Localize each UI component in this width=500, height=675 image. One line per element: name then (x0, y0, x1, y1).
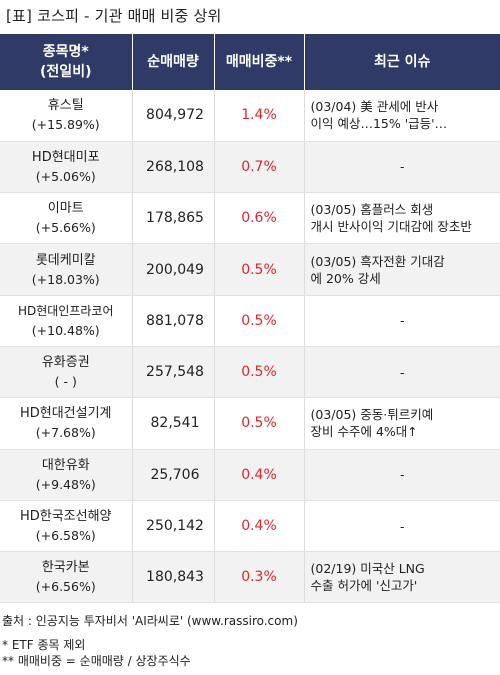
stock-cell: 유화증권 ( - ) (0, 346, 133, 399)
trade-ratio: 0.5% (214, 346, 305, 399)
issue-cell: (03/04) 美 관세에 반사 이익 예상…15% '급등'… (304, 90, 500, 142)
net-volume: 180,843 (132, 551, 215, 604)
net-volume: 268,108 (132, 141, 215, 194)
stock-name: 대한유화 (41, 457, 90, 473)
table-row: HD한국조선해양 (+6.58%) 250,142 0.4% - (0, 500, 500, 553)
issue-line-1: (03/05) 홈플러스 회생 (310, 202, 434, 218)
stock-name: HD현대인프라코어 (17, 303, 114, 318)
stock-change: (+5.66%) (35, 220, 96, 236)
issue-line-2: 이익 예상…15% '급등'… (310, 116, 448, 132)
trade-ratio: 0.5% (214, 397, 305, 450)
footnote-etf: * ETF 종목 제외 (2, 638, 86, 652)
stock-change: (+6.56%) (35, 579, 96, 595)
issue-line-1: (03/05) 흑자전환 기대감 (310, 253, 445, 269)
issue-line-2: 수출 허가에 '신고가' (310, 578, 418, 594)
stock-cell: HD한국조선해양 (+6.58%) (0, 500, 133, 553)
issue-empty: - (399, 364, 405, 380)
table-row: HD현대인프라코어 (+10.48%) 881,078 0.5% - (0, 295, 500, 347)
stock-change: ( - ) (54, 374, 77, 390)
header-name: 종목명* (전일비) (0, 34, 133, 90)
issue-cell: (03/05) 흑자전환 기대감 에 20% 강세 (304, 243, 500, 296)
source-note: 출처 : 인공지능 투자비서 'AI라씨로' (www.rassiro.com) (2, 614, 298, 628)
issue-line-2: 장비 수주에 4%대↑ (310, 424, 418, 440)
stock-name: 이마트 (47, 201, 84, 217)
net-volume: 881,078 (132, 295, 215, 347)
issue-line-2: 개시 반사이익 기대감에 장초반 (310, 219, 472, 235)
stock-name: 휴스틸 (47, 98, 84, 114)
trade-ratio: 0.3% (214, 551, 305, 604)
issue-cell: (03/05) 중동·튀르키예 장비 수주에 4%대↑ (304, 397, 500, 450)
trade-ratio: 0.4% (214, 449, 305, 501)
footnote-ratio: ** 매매비중 = 순매매량 / 상장주식수 (2, 654, 191, 668)
net-volume: 804,972 (132, 90, 215, 142)
table-header: 종목명* (전일비) 순매매량 매매비중** 최근 이슈 (0, 34, 500, 90)
header-volume: 순매매량 (132, 34, 215, 90)
issue-cell: - (304, 449, 500, 501)
issue-empty: - (399, 159, 405, 175)
table-row: 롯데케미칼 (+18.03%) 200,049 0.5% (03/05) 흑자전환 기대… (0, 243, 500, 296)
trading-ratio-table: 종목명* (전일비) 순매매량 매매비중** 최근 이슈 휴스틸 (+15.89%… (0, 34, 500, 604)
trade-ratio: 0.5% (214, 295, 305, 347)
trade-ratio: 0.5% (214, 243, 305, 296)
issue-cell: - (304, 141, 500, 194)
issue-line-1: (03/04) 美 관세에 반사 (310, 99, 439, 115)
table-row: HD현대건설기계 (+7.68%) 82,541 0.5% (03/05) 중동·튀르키… (0, 397, 500, 450)
header-name-line1: 종목명* (42, 44, 89, 60)
stock-change: (+7.68%) (35, 425, 96, 441)
issue-empty: - (399, 518, 405, 534)
stock-cell: HD현대인프라코어 (+10.48%) (0, 295, 133, 347)
stock-change: (+9.48%) (35, 476, 96, 492)
trade-ratio: 1.4% (214, 90, 305, 142)
stock-cell: HD현대미포 (+5.06%) (0, 141, 133, 194)
issue-empty: - (399, 313, 405, 329)
stock-change: (+10.48%) (31, 322, 100, 338)
stock-cell: 대한유화 (+9.48%) (0, 449, 133, 501)
net-volume: 25,706 (132, 449, 215, 501)
stock-name: HD현대건설기계 (19, 406, 112, 422)
stock-cell: 롯데케미칼 (+18.03%) (0, 243, 133, 296)
trade-ratio: 0.6% (214, 192, 305, 245)
issue-line-1: (02/19) 미국산 LNG (310, 561, 425, 577)
issue-cell: - (304, 346, 500, 399)
stock-change: (+6.58%) (35, 528, 96, 544)
issue-line-1: (03/05) 중동·튀르키예 (310, 407, 434, 423)
stock-change: (+5.06%) (35, 168, 96, 184)
stock-name: 유화증권 (41, 355, 90, 371)
net-volume: 82,541 (132, 397, 215, 450)
issue-line-2: 에 20% 강세 (310, 270, 381, 286)
stock-cell: HD현대건설기계 (+7.68%) (0, 397, 133, 450)
table-row: 대한유화 (+9.48%) 25,706 0.4% - (0, 449, 500, 501)
table-row: 휴스틸 (+15.89%) 804,972 1.4% (03/04) 美 관세에 반사 이… (0, 90, 500, 142)
header-issue: 최근 이슈 (304, 34, 500, 90)
net-volume: 200,049 (132, 243, 215, 296)
net-volume: 257,548 (132, 346, 215, 399)
stock-cell: 이마트 (+5.66%) (0, 192, 133, 245)
page-title: [표] 코스피 - 기관 매매 비중 상위 (6, 7, 222, 25)
table-row: HD현대미포 (+5.06%) 268,108 0.7% - (0, 141, 500, 194)
header-name-line2: (전일비) (40, 64, 92, 80)
net-volume: 250,142 (132, 500, 215, 553)
stock-name: HD한국조선해양 (19, 509, 112, 525)
issue-cell: - (304, 295, 500, 347)
issue-cell: (03/05) 홈플러스 회생 개시 반사이익 기대감에 장초반 (304, 192, 500, 245)
stock-change: (+15.89%) (31, 117, 100, 133)
issue-cell: (02/19) 미국산 LNG 수출 허가에 '신고가' (304, 551, 500, 604)
table-body: 휴스틸 (+15.89%) 804,972 1.4% (03/04) 美 관세에 반사 이… (0, 90, 500, 604)
trade-ratio: 0.7% (214, 141, 305, 194)
trade-ratio: 0.4% (214, 500, 305, 553)
stock-name: 롯데케미칼 (35, 252, 96, 268)
issue-cell: - (304, 500, 500, 553)
stock-cell: 휴스틸 (+15.89%) (0, 90, 133, 142)
issue-empty: - (399, 467, 405, 483)
stock-name: 한국카본 (41, 560, 90, 576)
stock-cell: 한국카본 (+6.56%) (0, 551, 133, 604)
table-row: 한국카본 (+6.56%) 180,843 0.3% (02/19) 미국산 LNG 수출… (0, 551, 500, 604)
stock-name: HD현대미포 (31, 149, 100, 165)
table-row: 유화증권 ( - ) 257,548 0.5% - (0, 346, 500, 399)
header-ratio: 매매비중** (214, 34, 305, 90)
table-row: 이마트 (+5.66%) 178,865 0.6% (03/05) 홈플러스 회생 개시 … (0, 192, 500, 245)
net-volume: 178,865 (132, 192, 215, 245)
stock-change: (+18.03%) (31, 271, 100, 287)
